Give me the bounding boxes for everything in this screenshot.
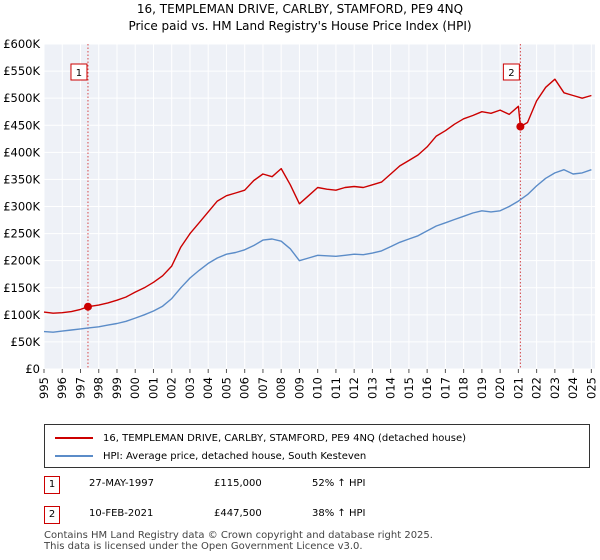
x-tick-label: 2016 — [420, 377, 434, 400]
x-axis-ticks: 1995 1996 1997 1998 1999 2000 2001 2002 2003 2004… — [37, 369, 598, 400]
series-line — [43, 78, 592, 314]
y-tick-label: £150K — [3, 281, 40, 295]
x-tick-label: 2000 — [128, 377, 142, 400]
x-tick-label: 2007 — [256, 377, 270, 400]
y-tick-label: £0 — [25, 362, 40, 376]
y-tick-label: £450K — [3, 118, 40, 132]
x-tick-label: 1999 — [110, 377, 124, 400]
x-tick-label: 1998 — [92, 377, 106, 400]
x-tick-label: 2010 — [311, 377, 325, 400]
legend-item-hpi: HPI: Average price, detached house, Sout… — [55, 447, 366, 465]
x-tick-label: 2004 — [201, 377, 215, 400]
y-tick-label: £300K — [3, 200, 40, 214]
y-tick-label: £550K — [3, 64, 40, 78]
annotation-box — [70, 63, 88, 81]
x-tick-label: 2002 — [165, 377, 179, 400]
chart-subtitle: Price paid vs. HM Land Registry's House … — [128, 19, 471, 33]
x-tick-label: 2014 — [384, 377, 398, 400]
x-tick-label: 2019 — [475, 377, 489, 400]
y-tick-label: £100K — [3, 308, 40, 322]
x-tick-label: 2009 — [292, 377, 306, 400]
grid-lines — [43, 43, 595, 370]
x-tick-label: 2021 — [511, 377, 525, 400]
x-tick-label: 2003 — [183, 377, 197, 400]
x-tick-label: 1996 — [55, 377, 69, 400]
x-tick-label: 2013 — [365, 377, 379, 400]
chart-title: 16, TEMPLEMAN DRIVE, CARLBY, STAMFORD, P… — [137, 2, 463, 16]
sale-badge: 2 — [44, 506, 60, 524]
sale-hpi-change: 38% ↑ HPI — [312, 508, 366, 519]
x-tick-label: 2017 — [438, 377, 452, 400]
y-tick-label: £200K — [3, 254, 40, 268]
y-tick-label: £500K — [3, 91, 40, 105]
x-tick-label: 2020 — [493, 377, 507, 400]
legend-label-property: 16, TEMPLEMAN DRIVE, CARLBY, STAMFORD, P… — [103, 432, 467, 444]
y-tick-label: £400K — [3, 145, 40, 159]
x-tick-label: 2023 — [548, 377, 562, 400]
sale-points — [83, 122, 525, 311]
sale-point — [83, 302, 92, 311]
legend: 16, TEMPLEMAN DRIVE, CARLBY, STAMFORD, P… — [44, 424, 590, 468]
legend-swatch-hpi — [55, 455, 93, 457]
x-tick-label: 1997 — [73, 377, 87, 400]
x-tick-label: 2012 — [347, 377, 361, 400]
sale-point — [516, 122, 525, 131]
sale-price: £115,000 — [214, 478, 262, 489]
series-line — [43, 168, 592, 333]
y-tick-label: £250K — [3, 227, 40, 241]
x-tick-label: 2018 — [457, 377, 471, 400]
sale-date: 27-MAY-1997 — [89, 478, 155, 489]
series-group — [43, 78, 592, 333]
annotation-label: 1 — [76, 68, 82, 79]
legend-swatch-property — [55, 437, 93, 439]
footer-line-2: This data is licensed under the Open Gov… — [44, 541, 363, 552]
price-chart: 16, TEMPLEMAN DRIVE, CARLBY, STAMFORD, P… — [3, 2, 598, 400]
sale-date: 10-FEB-2021 — [89, 508, 154, 519]
x-tick-label: 2006 — [238, 377, 252, 400]
x-tick-label: 2005 — [219, 377, 233, 400]
legend-item-property: 16, TEMPLEMAN DRIVE, CARLBY, STAMFORD, P… — [55, 429, 466, 447]
y-tick-label: £350K — [3, 172, 40, 186]
sale-hpi-change: 52% ↑ HPI — [312, 478, 366, 489]
x-tick-label: 2015 — [402, 377, 416, 400]
sale-badge: 1 — [44, 476, 60, 494]
y-axis-ticks: £0 £50K £100K £150K £200K £250K £300K £350K £400… — [3, 37, 40, 376]
sale-marker-lines — [87, 44, 521, 369]
footer-line-1: Contains HM Land Registry data © Crown c… — [44, 530, 433, 541]
footer: Contains HM Land Registry data © Crown c… — [44, 530, 433, 552]
x-tick-label: 2011 — [329, 377, 343, 400]
y-tick-label: £50K — [11, 335, 41, 349]
annotation-box — [502, 63, 520, 81]
x-tick-label: 2001 — [146, 377, 160, 400]
x-tick-label: 2008 — [274, 377, 288, 400]
x-tick-label: 2025 — [584, 377, 598, 400]
x-tick-label: 1995 — [37, 377, 51, 400]
legend-label-hpi: HPI: Average price, detached house, Sout… — [103, 450, 367, 462]
sale-price: £447,500 — [214, 508, 262, 519]
x-tick-label: 2024 — [566, 377, 580, 400]
annotation-label: 2 — [508, 68, 514, 79]
y-tick-label: £600K — [3, 37, 40, 51]
x-tick-label: 2022 — [530, 377, 544, 400]
